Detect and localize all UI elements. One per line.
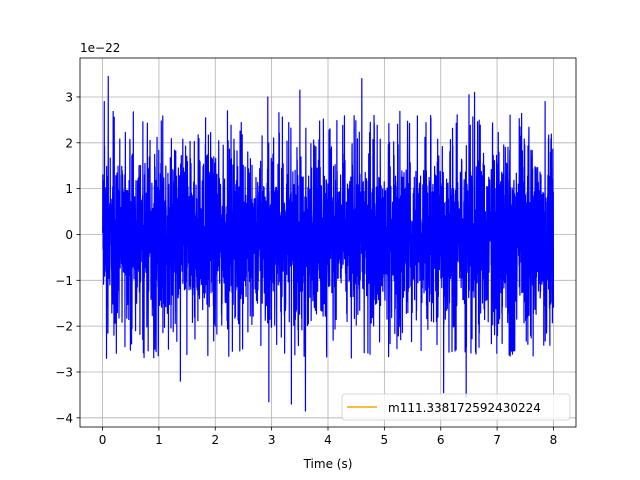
x-tick-label: 0 — [99, 433, 107, 447]
x-axis-label: Time (s) — [303, 457, 353, 471]
y-tick-label: −3 — [55, 365, 73, 379]
series-line-strain — [101, 75, 555, 412]
legend-box — [341, 393, 571, 421]
x-tick-label: 2 — [211, 433, 219, 447]
legend-entry: m111.338172592430224 — [388, 401, 541, 415]
x-tick-label: 6 — [437, 433, 445, 447]
x-tick-label: 7 — [493, 433, 501, 447]
x-tick-label: 8 — [550, 433, 558, 447]
y-tick-label: 2 — [65, 136, 73, 150]
x-tick-label: 5 — [381, 433, 389, 447]
y-tick-label: −4 — [55, 411, 73, 425]
x-axis: 0 1 2 3 4 5 6 7 8 — [99, 427, 558, 447]
x-tick-label: 1 — [155, 433, 163, 447]
x-tick-label: 3 — [268, 433, 276, 447]
y-tick-label: −2 — [55, 320, 73, 334]
y-tick-label: 1 — [65, 182, 73, 196]
y-tick-label: −1 — [55, 274, 73, 288]
legend: m111.338172592430224 — [341, 393, 571, 421]
x-tick-label: 4 — [324, 433, 332, 447]
y-axis: 3 2 1 0 −1 −2 −3 −4 — [55, 90, 80, 425]
plot-area — [101, 75, 555, 412]
y-tick-label: 3 — [65, 90, 73, 104]
y-offset-label: 1e−22 — [80, 41, 120, 55]
y-tick-label: 0 — [65, 228, 73, 242]
